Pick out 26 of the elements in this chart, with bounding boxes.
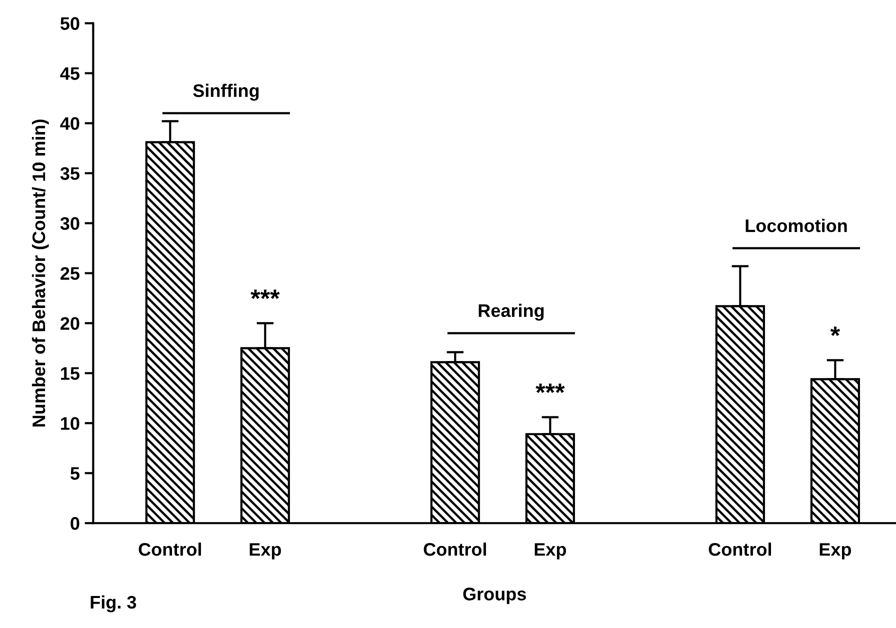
- x-tick-label: Control: [708, 542, 771, 556]
- y-tick-label: 20: [60, 317, 80, 330]
- x-tick-label: Exp: [250, 543, 281, 560]
- y-tick-label: 40: [60, 117, 80, 130]
- annotation: ***: [250, 290, 280, 299]
- annotation: *: [830, 326, 840, 336]
- y-tick-label: 50: [60, 17, 80, 30]
- y-tick-label: 35: [60, 167, 80, 180]
- x-tick-label: Control: [138, 542, 201, 556]
- caption: Fig. 3: [90, 595, 136, 612]
- annotation: ***: [536, 384, 565, 393]
- y-tick-label: 15: [61, 367, 80, 380]
- x-tick-label: Exp: [534, 543, 566, 560]
- y-tick-label: 25: [60, 267, 80, 280]
- annotation: Sinffing: [193, 84, 259, 101]
- y-tick-label: 45: [60, 67, 80, 80]
- x-tick-label: Exp: [820, 543, 852, 560]
- x-tick-label: Control: [424, 542, 486, 556]
- y-axis-title: Number of Behavior (Count/ 10 min): [32, 120, 49, 426]
- y-tick-label: 5: [70, 467, 80, 480]
- y-tick-label: 0: [70, 517, 80, 530]
- y-tick-label: 10: [61, 417, 80, 430]
- annotation: Locomotion: [746, 218, 847, 232]
- x-axis-title: Groups: [463, 588, 526, 604]
- y-tick-label: 30: [60, 217, 80, 230]
- annotation: Rearing: [478, 304, 544, 321]
